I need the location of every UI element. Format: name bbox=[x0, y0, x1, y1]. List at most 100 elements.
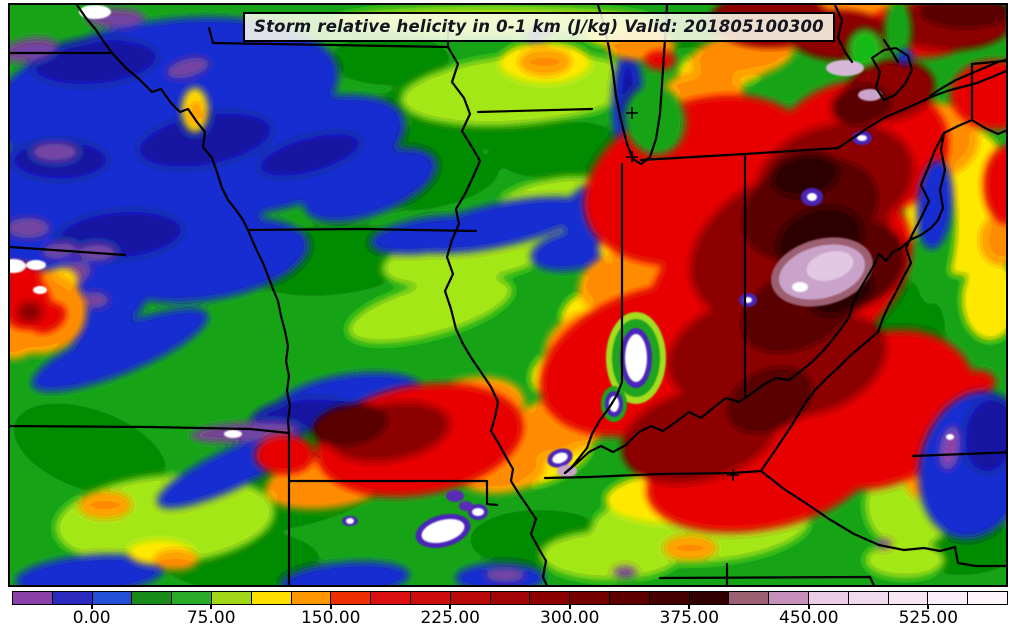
field-blob bbox=[865, 542, 945, 578]
colorbar-segment bbox=[569, 592, 609, 604]
state-boundary bbox=[563, 131, 947, 475]
helicity-field-svg bbox=[10, 5, 1006, 585]
colorbar-segment bbox=[131, 592, 172, 604]
graticule-cross-icon bbox=[626, 151, 638, 163]
state-boundary bbox=[10, 424, 291, 435]
colorbar-segment bbox=[409, 592, 450, 604]
colorbar-segment bbox=[489, 592, 530, 604]
colorbar-zone: 0.00 75.00 150.00 225.00 300.00 375.00 450.00 5… bbox=[0, 588, 1018, 633]
colorbar-segment bbox=[250, 592, 291, 604]
colorbar-segment bbox=[967, 592, 1007, 604]
colorbar-segment bbox=[847, 592, 888, 604]
field-blob bbox=[31, 308, 209, 392]
extreme-spot bbox=[459, 501, 473, 511]
state-boundary bbox=[833, 5, 854, 64]
colorbar-tick bbox=[927, 605, 930, 609]
extreme-spot bbox=[625, 334, 647, 382]
colorbar-segment bbox=[13, 592, 52, 604]
field-blob bbox=[983, 145, 1006, 225]
field-blob bbox=[256, 131, 364, 179]
extreme-spot bbox=[10, 259, 26, 273]
graticule-cross-icon bbox=[727, 469, 739, 481]
graticule-cross-icon bbox=[626, 107, 638, 119]
colorbar-tick-label: 375.00 bbox=[659, 608, 720, 628]
colorbar-segment bbox=[210, 592, 251, 604]
colorbar-tick bbox=[568, 605, 571, 609]
field-blob bbox=[79, 492, 131, 518]
field-blob bbox=[939, 426, 961, 470]
field-blob bbox=[980, 215, 1006, 265]
state-boundary bbox=[970, 118, 1006, 136]
state-boundary bbox=[759, 330, 880, 473]
colorbar-tick-label: 225.00 bbox=[420, 608, 480, 628]
field-blob bbox=[347, 276, 513, 344]
state-boundary bbox=[942, 118, 974, 135]
extreme-spot bbox=[224, 430, 242, 438]
field-blob bbox=[166, 57, 210, 79]
state-boundary bbox=[836, 69, 1006, 150]
field-blob bbox=[727, 366, 813, 434]
colorbar-tick-label: 450.00 bbox=[779, 608, 839, 628]
field-blob bbox=[613, 566, 637, 578]
field-blob bbox=[10, 218, 50, 238]
extreme-spot bbox=[946, 434, 954, 440]
colorbar-segment bbox=[807, 592, 848, 604]
field-blob bbox=[81, 292, 109, 308]
colorbar-segment bbox=[171, 592, 211, 604]
state-boundary bbox=[476, 107, 594, 114]
extreme-spot bbox=[79, 5, 111, 19]
field-blob bbox=[303, 148, 437, 222]
field-blob bbox=[10, 335, 32, 359]
state-boundary-lines bbox=[10, 5, 1006, 585]
extreme-spot bbox=[26, 260, 46, 270]
colorbar-tick-label: 150.00 bbox=[300, 608, 361, 628]
graticule-cross-marks bbox=[626, 107, 739, 481]
field-blob bbox=[920, 5, 1006, 28]
field-blob bbox=[770, 152, 840, 198]
colorbar-segment bbox=[91, 592, 132, 604]
field-blob bbox=[312, 404, 388, 446]
colorbar-tick bbox=[329, 605, 332, 609]
field-blob bbox=[15, 554, 165, 585]
colorbar bbox=[12, 591, 1008, 605]
colorbar-segment bbox=[768, 592, 808, 604]
extreme-spot bbox=[806, 251, 854, 281]
field-blob bbox=[884, 5, 912, 60]
field-blob bbox=[960, 370, 996, 394]
extreme-spot bbox=[33, 286, 47, 294]
state-boundary bbox=[75, 5, 114, 55]
colorbar-segment bbox=[370, 592, 410, 604]
extreme-spot bbox=[609, 396, 619, 412]
field-blob bbox=[154, 550, 198, 570]
extreme-spot bbox=[858, 89, 882, 101]
state-boundary bbox=[211, 41, 450, 49]
field-blob bbox=[255, 435, 315, 475]
extreme-spot bbox=[857, 135, 867, 141]
colorbar-tick-label: 300.00 bbox=[540, 608, 600, 628]
extreme-spot bbox=[792, 282, 808, 292]
extreme-spot bbox=[446, 490, 464, 502]
colorbar-tick bbox=[210, 605, 213, 609]
field-blob bbox=[644, 50, 676, 70]
field-blob bbox=[30, 36, 160, 88]
colorbar-segment bbox=[51, 592, 92, 604]
extreme-spot bbox=[826, 60, 864, 76]
field-blob bbox=[916, 160, 954, 250]
field-blob bbox=[847, 28, 883, 68]
field-blob bbox=[10, 37, 58, 63]
colorbar-segment bbox=[728, 592, 769, 604]
colorbar-segment bbox=[927, 592, 968, 604]
colorbar-segment bbox=[648, 592, 689, 604]
field-blob bbox=[519, 49, 571, 75]
state-boundary bbox=[246, 227, 478, 233]
colorbar-tick-label: 75.00 bbox=[186, 608, 236, 628]
field-blob bbox=[31, 142, 79, 162]
field-blob bbox=[189, 100, 203, 124]
field-blob bbox=[624, 85, 686, 155]
state-boundary bbox=[911, 451, 1006, 458]
extreme-spot bbox=[552, 452, 568, 464]
colorbar-segment bbox=[529, 592, 570, 604]
state-boundary bbox=[658, 575, 875, 585]
extreme-spot bbox=[807, 193, 817, 201]
state-boundary bbox=[970, 59, 1006, 66]
